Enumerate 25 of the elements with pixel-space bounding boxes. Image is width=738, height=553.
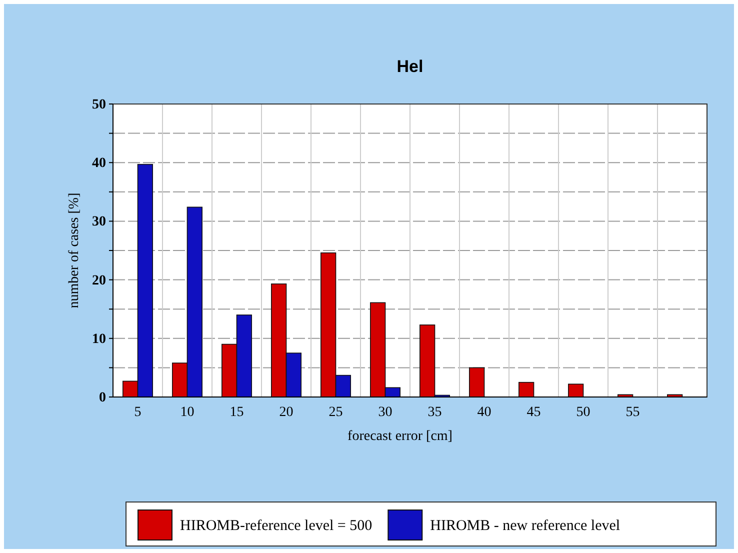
x-tick-label: 10 [180,404,194,420]
x-tick-label: 30 [378,404,392,420]
x-tick-label: 20 [279,404,294,420]
legend-label: HIROMB-reference level = 500 [180,518,372,534]
y-tick-label: 50 [92,97,106,112]
x-tick-label: 35 [428,404,442,420]
x-tick-label: 5 [134,404,142,420]
y-tick-label: 30 [92,214,106,230]
y-axis-title: number of cases [%] [67,192,82,308]
x-tick-label: 50 [576,404,590,420]
y-tick-label: 20 [92,273,106,288]
x-tick-label: 40 [477,404,492,420]
y-tick-label: 40 [92,156,106,172]
bar [469,367,485,398]
x-tick-label: 25 [328,404,343,420]
chart-title: Hel [396,57,424,76]
y-tick-label: 10 [92,332,106,347]
y-tick-label: 0 [99,390,106,406]
x-tick-label: 45 [526,404,541,420]
x-tick-label: 55 [626,404,640,420]
x-tick-label: 15 [230,404,244,420]
bar [568,384,584,398]
x-axis-title: forecast error [cm] [348,429,452,444]
bar [518,382,534,398]
legend-label: HIROMB - new reference level [430,518,620,534]
